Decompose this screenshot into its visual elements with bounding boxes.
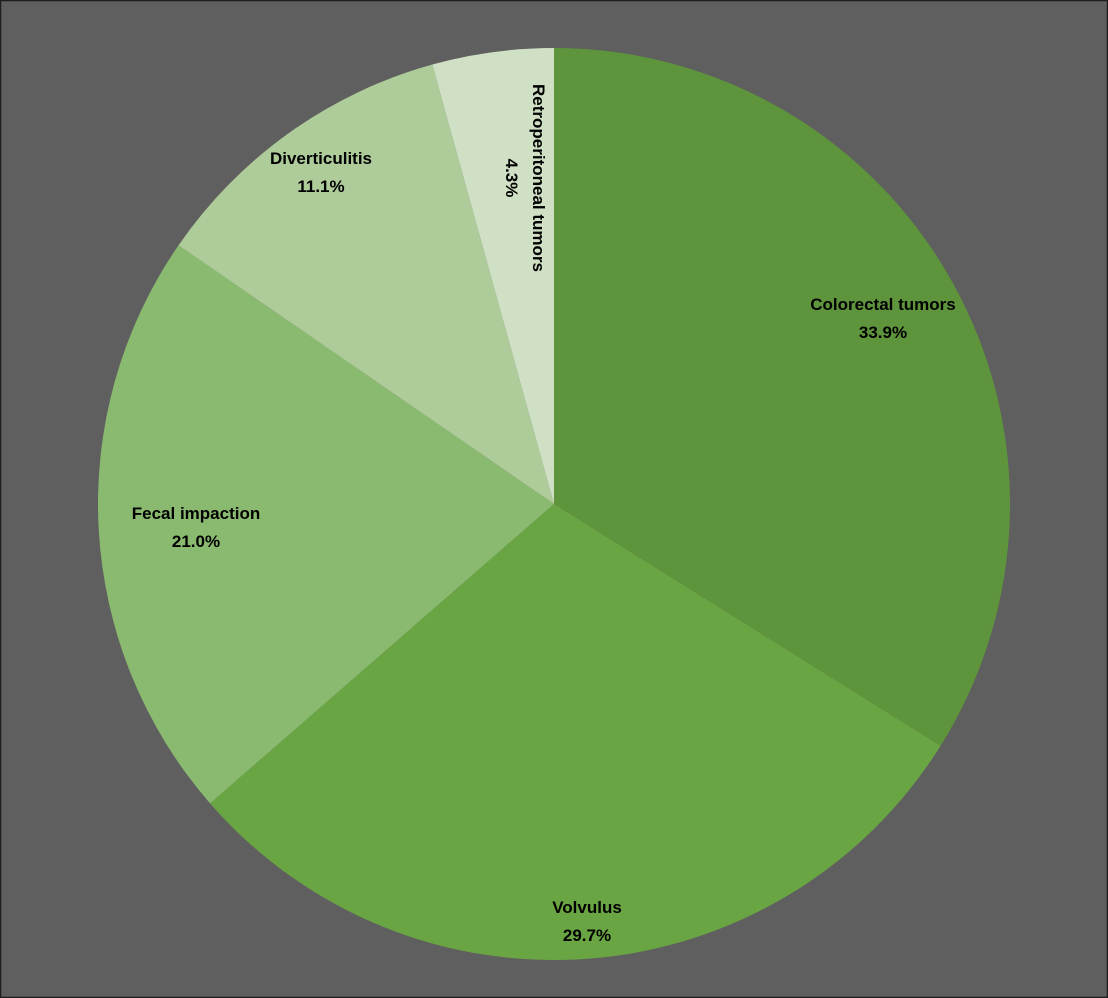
slice-label-volvulus: Volvulus [552, 898, 622, 917]
pie-slice-colorectal-tumors [554, 48, 1010, 746]
pie-slice-retroperitoneal-tumors [432, 48, 554, 504]
slice-value-volvulus: 29.7% [563, 926, 611, 945]
slice-label-diverticulitis: Diverticulitis [270, 149, 372, 168]
slice-value-fecal-impaction: 21.0% [172, 532, 220, 551]
slice-label-retroperitoneal-tumors: Retroperitoneal tumors [529, 84, 548, 272]
slice-value-colorectal-tumors: 33.9% [859, 323, 907, 342]
slice-value-diverticulitis: 11.1% [297, 177, 344, 196]
slice-value-retroperitoneal-tumors: 4.3% [502, 159, 521, 198]
slice-label-fecal-impaction: Fecal impaction [132, 504, 260, 523]
slices-group [98, 48, 1010, 960]
pie-slice-volvulus [210, 504, 941, 960]
pie-slice-diverticulitis [178, 64, 555, 505]
slice-label-colorectal-tumors: Colorectal tumors [810, 295, 955, 314]
pie-slice-fecal-impaction [98, 245, 554, 804]
labels-group: Colorectal tumors 33.9% Volvulus 29.7% F… [132, 84, 956, 945]
